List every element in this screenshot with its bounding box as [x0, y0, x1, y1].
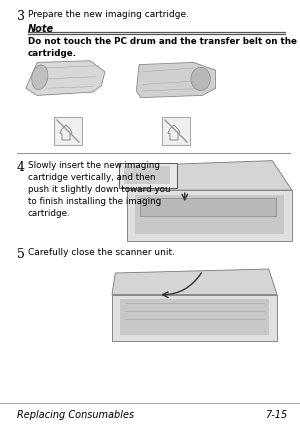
Ellipse shape: [191, 68, 210, 91]
Bar: [127, 191, 292, 242]
Text: 5: 5: [17, 248, 25, 260]
Text: Slowly insert the new imaging
cartridge vertically, and then
push it slightly do: Slowly insert the new imaging cartridge …: [28, 161, 170, 217]
Text: Carefully close the scanner unit.: Carefully close the scanner unit.: [28, 248, 175, 256]
Text: Prepare the new imaging cartridge.: Prepare the new imaging cartridge.: [28, 10, 189, 19]
Ellipse shape: [32, 66, 48, 90]
Bar: [120, 300, 269, 335]
Bar: [124, 166, 170, 184]
Bar: [54, 118, 82, 146]
Bar: [140, 199, 275, 217]
Bar: [112, 295, 277, 341]
Polygon shape: [112, 269, 277, 295]
Text: 7-15: 7-15: [265, 409, 287, 419]
Polygon shape: [127, 161, 292, 191]
Text: 4: 4: [17, 161, 25, 173]
Bar: [119, 164, 176, 188]
Text: Do not touch the PC drum and the transfer belt on the imaging
cartridge.: Do not touch the PC drum and the transfe…: [28, 37, 300, 58]
Polygon shape: [26, 62, 105, 96]
Text: Replacing Consumables: Replacing Consumables: [17, 409, 134, 419]
Bar: [162, 118, 190, 146]
Text: Note: Note: [28, 24, 54, 34]
Polygon shape: [136, 63, 216, 98]
Bar: [135, 196, 284, 235]
Text: 3: 3: [17, 10, 25, 23]
